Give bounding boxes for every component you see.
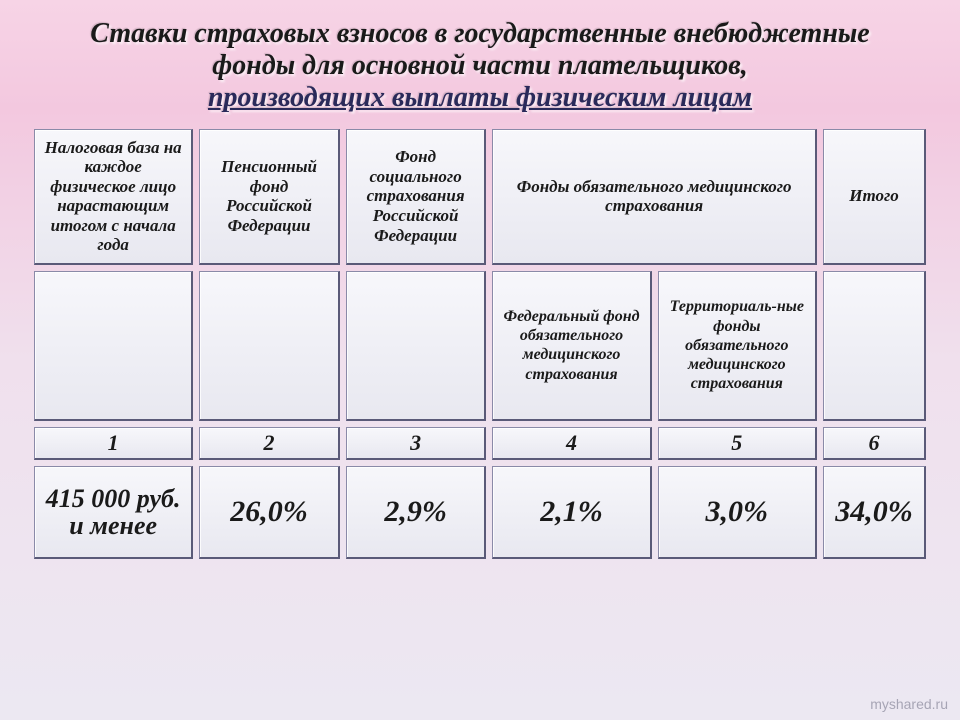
table-subheader-row: Федеральный фонд обязательного медицинск… xyxy=(34,271,926,421)
colnum-4: 4 xyxy=(492,427,651,460)
table-column-numbers: 1 2 3 4 5 6 xyxy=(34,427,926,460)
data-tax-base: 415 000 руб. и менее xyxy=(34,466,193,560)
table-data-row: 415 000 руб. и менее 26,0% 2,9% 2,1% 3,0… xyxy=(34,466,926,560)
subheader-federal-med: Федеральный фонд обязательного медицинск… xyxy=(492,271,651,421)
subheader-territorial-med: Территориаль-ные фонды обязательного мед… xyxy=(658,271,817,421)
header-total: Итого xyxy=(823,129,926,265)
data-social-rate: 2,9% xyxy=(346,466,487,560)
title-line-2: фонды для основной части плательщиков, xyxy=(212,50,747,81)
colnum-1: 1 xyxy=(34,427,193,460)
subheader-empty-6 xyxy=(823,271,926,421)
subheader-empty-3 xyxy=(346,271,487,421)
header-social: Фонд социального страхования Российской … xyxy=(346,129,487,265)
subheader-empty-1 xyxy=(34,271,193,421)
colnum-6: 6 xyxy=(823,427,926,460)
colnum-2: 2 xyxy=(199,427,340,460)
watermark: myshared.ru xyxy=(870,696,948,712)
header-tax-base: Налоговая база на каждое физическое лицо… xyxy=(34,129,193,265)
rates-table: Налоговая база на каждое физическое лицо… xyxy=(28,123,932,566)
colnum-5: 5 xyxy=(658,427,817,460)
page-title: Ставки страховых взносов в государственн… xyxy=(0,0,960,123)
colnum-3: 3 xyxy=(346,427,487,460)
data-pension-rate: 26,0% xyxy=(199,466,340,560)
table-header-row: Налоговая база на каждое физическое лицо… xyxy=(34,129,926,265)
data-total-rate: 34,0% xyxy=(823,466,926,560)
title-line-3: производящих выплаты физическим лицам xyxy=(208,82,752,113)
title-line-1: Ставки страховых взносов в государственн… xyxy=(90,18,869,49)
subheader-empty-2 xyxy=(199,271,340,421)
rates-table-container: Налоговая база на каждое физическое лицо… xyxy=(28,123,932,566)
header-pension: Пенсионный фонд Российской Федерации xyxy=(199,129,340,265)
header-medical: Фонды обязательного медицинского страхов… xyxy=(492,129,817,265)
data-federal-med-rate: 2,1% xyxy=(492,466,651,560)
data-territorial-med-rate: 3,0% xyxy=(658,466,817,560)
